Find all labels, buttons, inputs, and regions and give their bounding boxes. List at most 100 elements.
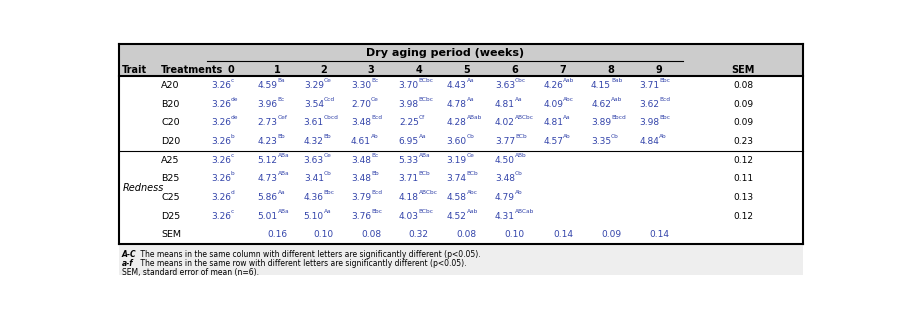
Text: B20: B20 [161,100,180,109]
Text: 3.98: 3.98 [399,100,418,109]
Text: 3.89: 3.89 [590,118,611,127]
Text: 4.03: 4.03 [399,212,418,221]
Text: b: b [231,171,235,176]
Text: 3.71: 3.71 [399,174,418,183]
Text: Bcd: Bcd [371,190,382,195]
Text: Aa: Aa [563,115,571,121]
Text: 6: 6 [511,65,518,75]
Text: Cbcd: Cbcd [324,115,338,121]
Text: 2.25: 2.25 [399,118,418,127]
Text: SEM: SEM [161,230,181,239]
Text: C25: C25 [161,193,180,202]
Text: Cbc: Cbc [515,78,526,83]
Text: 0: 0 [228,65,234,75]
Text: Aab: Aab [611,97,622,102]
Text: 3.26: 3.26 [211,156,231,165]
Text: The means in the same row with different letters are significantly different (p<: The means in the same row with different… [139,259,467,268]
Text: BCbc: BCbc [418,97,434,102]
Text: ABb: ABb [515,153,526,158]
Text: Bb: Bb [278,134,285,139]
Text: 4.26: 4.26 [544,81,563,90]
Text: 4: 4 [416,65,422,75]
Text: b: b [231,134,235,139]
Text: B25: B25 [161,174,180,183]
Text: Abc: Abc [563,97,574,102]
Text: 4.18: 4.18 [399,193,418,202]
Text: 3.48: 3.48 [495,174,515,183]
Text: Aab: Aab [563,78,574,83]
Text: D25: D25 [161,212,181,221]
Text: 3.54: 3.54 [304,100,324,109]
Bar [120,44,803,76]
Text: 4.32: 4.32 [304,137,324,146]
Text: BCb: BCb [467,171,479,176]
Text: 3.74: 3.74 [446,174,467,183]
Text: Ccd: Ccd [324,97,335,102]
Text: 3.41: 3.41 [304,174,324,183]
Text: Ab: Ab [371,134,379,139]
Text: 2: 2 [320,65,328,75]
Text: Cb: Cb [611,134,619,139]
Text: Bbc: Bbc [659,115,670,121]
Text: BCbc: BCbc [418,78,434,83]
Text: Aa: Aa [467,78,474,83]
Text: 0.14: 0.14 [554,230,573,239]
Text: Bb: Bb [371,171,379,176]
Text: Cb: Cb [515,171,523,176]
Text: 3.62: 3.62 [639,100,659,109]
Text: Cb: Cb [467,134,474,139]
Text: c: c [231,78,234,83]
Text: 3.63: 3.63 [495,81,515,90]
Text: SEM: SEM [732,65,755,75]
Text: 0.32: 0.32 [409,230,429,239]
Text: 3.79: 3.79 [351,193,371,202]
Text: 3.26: 3.26 [211,174,231,183]
Text: 3.98: 3.98 [639,118,659,127]
Text: 0.12: 0.12 [734,156,753,165]
Text: 4.36: 4.36 [304,193,324,202]
Text: A25: A25 [161,156,180,165]
Text: 0.10: 0.10 [314,230,334,239]
Text: 4.81: 4.81 [495,100,515,109]
Text: 3.76: 3.76 [351,212,371,221]
Text: 4.58: 4.58 [446,193,467,202]
Text: 3.29: 3.29 [304,81,324,90]
Text: 3.26: 3.26 [211,81,231,90]
Text: Aa: Aa [467,97,474,102]
Text: A-C: A-C [122,250,136,259]
Text: ABCbc: ABCbc [515,115,534,121]
Text: 0.08: 0.08 [361,230,381,239]
Text: 0.11: 0.11 [734,174,753,183]
Text: BCbc: BCbc [418,209,434,214]
Text: BCb: BCb [515,134,526,139]
Text: 5.12: 5.12 [257,156,278,165]
Text: Ab: Ab [515,190,523,195]
Text: 7: 7 [560,65,566,75]
Text: D20: D20 [161,137,181,146]
Text: Ab: Ab [659,134,667,139]
Text: 0.09: 0.09 [734,118,753,127]
Text: 4.09: 4.09 [543,100,563,109]
Text: d: d [231,190,235,195]
Text: 3.71: 3.71 [639,81,659,90]
Text: 4.81: 4.81 [543,118,563,127]
Text: Bc: Bc [371,78,378,83]
Text: Bcd: Bcd [371,115,382,121]
Text: a-f: a-f [122,259,133,268]
Bar [120,244,803,275]
Text: Treatments: Treatments [161,65,223,75]
Text: 4.23: 4.23 [257,137,278,146]
Bar [120,76,803,244]
Text: Cf: Cf [418,115,425,121]
Text: 3.26: 3.26 [211,100,231,109]
Text: 3.26: 3.26 [211,193,231,202]
Text: The means in the same column with different letters are significantly different : The means in the same column with differ… [139,250,481,259]
Text: 3.48: 3.48 [351,156,371,165]
Text: 0.14: 0.14 [649,230,669,239]
Text: Cef: Cef [278,115,288,121]
Text: 4.57: 4.57 [543,137,563,146]
Text: Aa: Aa [515,97,523,102]
Text: 2.70: 2.70 [351,100,371,109]
Text: de: de [231,97,239,102]
Text: 0.08: 0.08 [734,81,753,90]
